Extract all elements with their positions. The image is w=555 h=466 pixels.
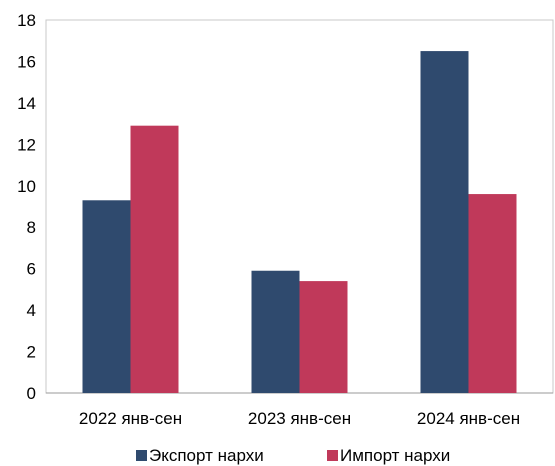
- bar-import-1: [299, 281, 348, 393]
- x-category-label: 2023 янв-сен: [248, 409, 351, 428]
- y-tick-label: 8: [27, 218, 36, 237]
- y-tick-label: 6: [27, 260, 36, 279]
- bars: [82, 51, 517, 393]
- y-tick-label: 18: [17, 11, 36, 30]
- y-tick-label: 12: [17, 135, 36, 154]
- y-axis-ticks: 0 2 4 6 8 10 12 14 16 18: [17, 11, 36, 403]
- y-tick-label: 10: [17, 177, 36, 196]
- y-tick-label: 4: [27, 301, 36, 320]
- y-tick-label: 16: [17, 52, 36, 71]
- bar-export-1: [251, 270, 300, 393]
- bar-import-0: [130, 125, 179, 393]
- legend-label-1: Импорт нархи: [340, 446, 450, 465]
- legend-swatch-0: [136, 450, 147, 461]
- y-tick-label: 0: [27, 384, 36, 403]
- bar-import-2: [468, 194, 517, 393]
- x-axis-labels: 2022 янв-сен 2023 янв-сен 2024 янв-сен: [79, 409, 520, 428]
- legend: Экспорт нархи Импорт нархи: [136, 446, 450, 465]
- bar-export-2: [420, 51, 469, 393]
- y-tick-label: 14: [17, 94, 36, 113]
- legend-swatch-1: [327, 450, 338, 461]
- legend-label-0: Экспорт нархи: [149, 446, 264, 465]
- bar-export-0: [82, 200, 131, 393]
- x-category-label: 2022 янв-сен: [79, 409, 182, 428]
- y-tick-label: 2: [27, 343, 36, 362]
- x-category-label: 2024 янв-сен: [417, 409, 520, 428]
